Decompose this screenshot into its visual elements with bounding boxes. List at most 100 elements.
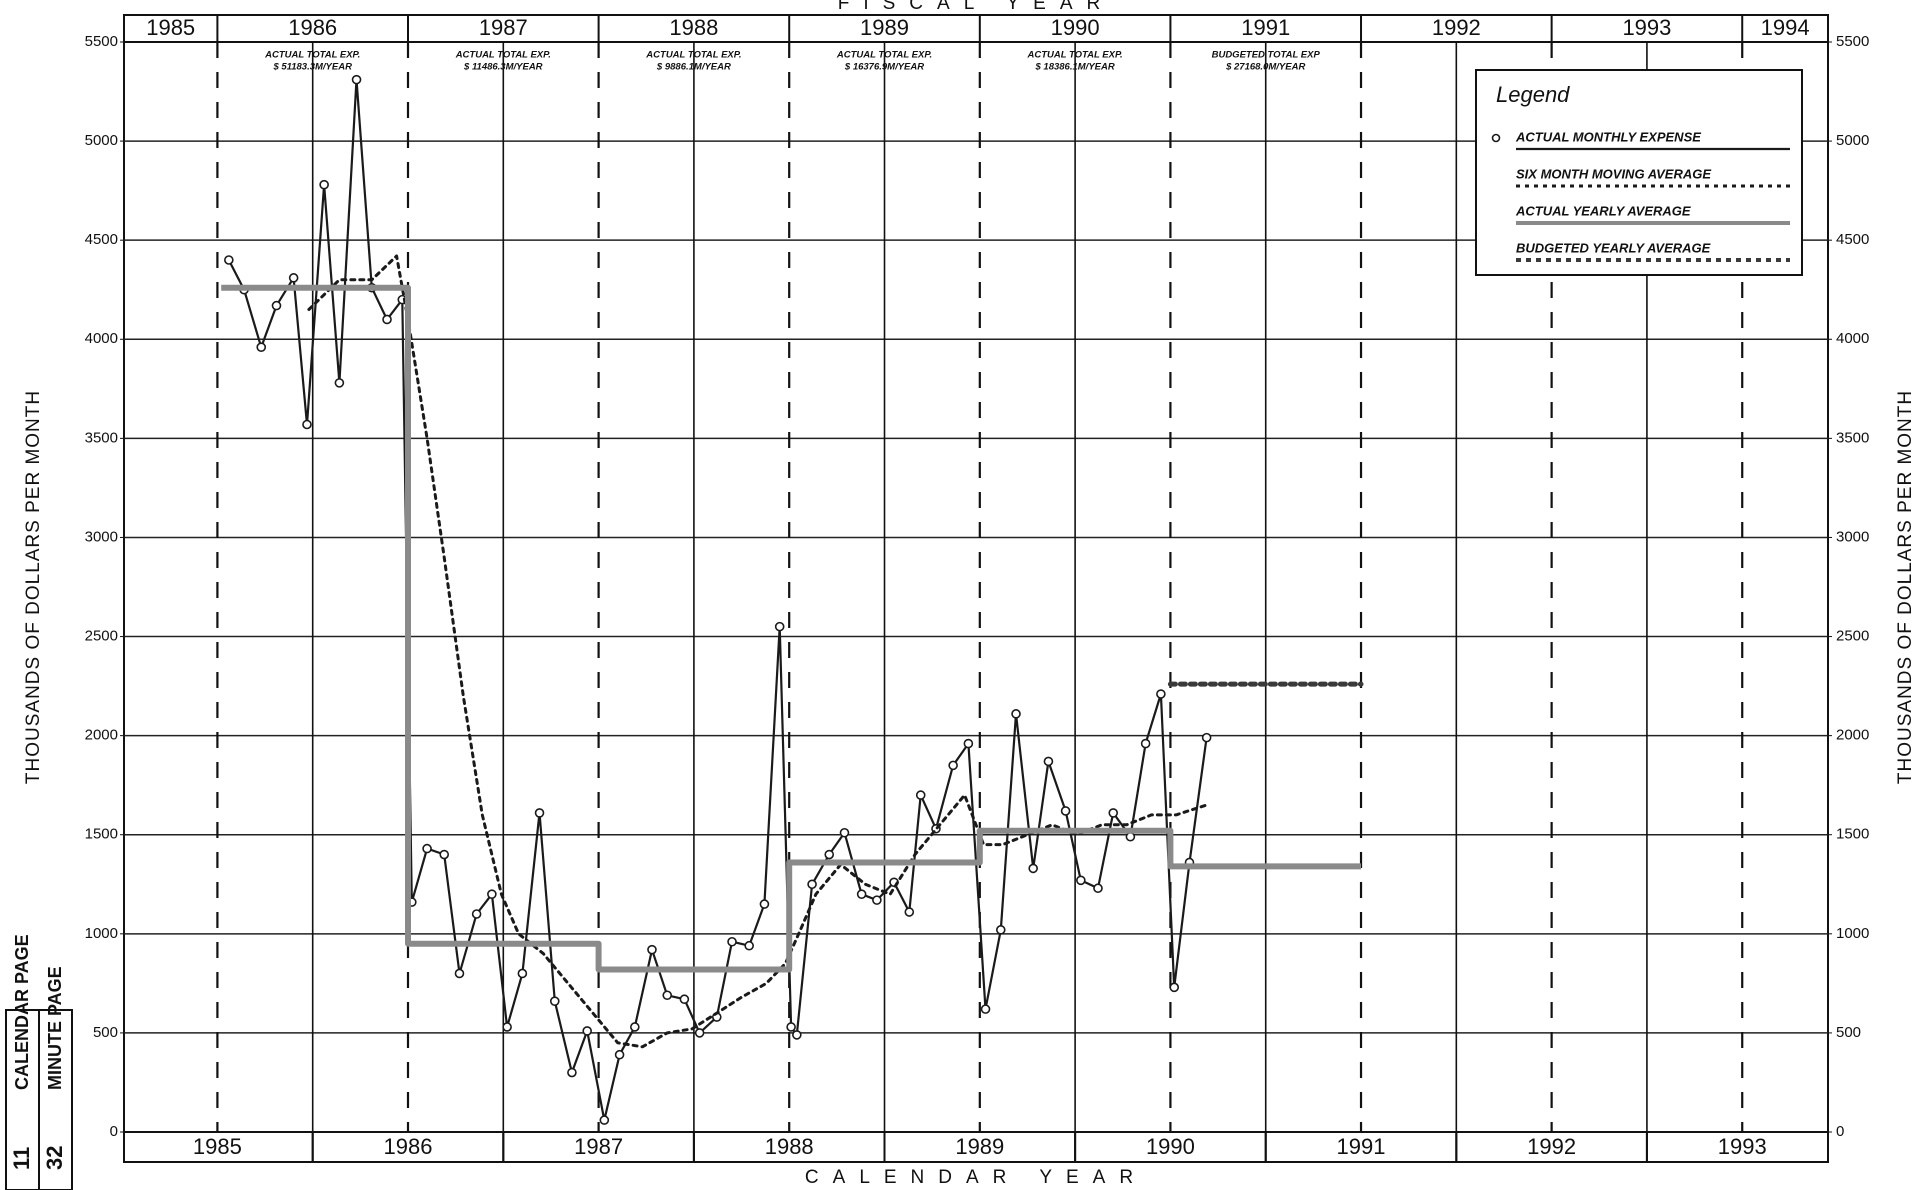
x-tick-label: 1986	[384, 1134, 433, 1159]
y2-tick-label: 1000	[1836, 925, 1869, 942]
y-tick-label: 5500	[85, 33, 118, 50]
y2-axis-title: THOUSANDS OF DOLLARS PER MONTH	[1895, 390, 1916, 784]
legend-title: Legend	[1496, 82, 1570, 107]
y2-tick-label: 5000	[1836, 132, 1869, 149]
data-point	[1169, 982, 1180, 993]
fiscal-note: $ 27168.0M/YEAR	[1225, 62, 1305, 73]
data-point	[630, 1022, 640, 1032]
fiscal-note: $ 11486.3M/YEAR	[463, 62, 543, 73]
fiscal-note: $ 16376.9M/YEAR	[844, 62, 924, 73]
legend-label: ACTUAL YEARLY AVERAGE	[1515, 203, 1691, 218]
y-tick-label: 4500	[85, 231, 118, 248]
fiscal-year-label: 1994	[1761, 15, 1810, 40]
data-point	[679, 994, 690, 1005]
x-tick-label: 1993	[1718, 1134, 1767, 1159]
y2-tick-label: 500	[1836, 1024, 1861, 1041]
fiscal-note: ACTUAL TOTAL EXP.	[1027, 50, 1123, 61]
fiscal-year-label: 1988	[669, 15, 718, 40]
data-point	[502, 1022, 512, 1032]
data-point	[980, 1004, 991, 1014]
fiscal-note: $ 9886.1M/YEAR	[656, 62, 731, 73]
data-point	[549, 996, 560, 1007]
y2-tick-label: 4000	[1836, 330, 1869, 347]
data-point	[647, 944, 657, 955]
data-point	[948, 760, 958, 771]
data-point	[422, 843, 432, 854]
data-point	[872, 895, 882, 905]
data-point	[567, 1067, 577, 1078]
y-tick-label: 500	[93, 1024, 118, 1041]
data-point	[792, 1030, 802, 1040]
y-tick-label: 3500	[85, 429, 118, 446]
fiscal-year-label: 1993	[1622, 15, 1671, 40]
x-axis-title: CALENDAR YEAR	[805, 1167, 1147, 1188]
data-point	[302, 419, 312, 430]
data-point	[534, 808, 545, 818]
data-point	[1043, 756, 1054, 767]
data-point	[1060, 806, 1071, 816]
data-point	[351, 74, 362, 85]
data-point	[727, 936, 737, 947]
x-tick-label: 1988	[765, 1134, 814, 1159]
data-point	[1011, 709, 1021, 719]
x-tick-label: 1991	[1337, 1134, 1386, 1159]
data-point	[454, 968, 465, 979]
data-point	[334, 378, 345, 388]
data-point	[1093, 883, 1103, 894]
fiscal-note: ACTUAL TOTAL EXP.	[264, 50, 360, 61]
y2-tick-label: 5500	[1836, 33, 1869, 50]
stamp-number: 11	[9, 1147, 34, 1170]
y2-tick-label: 2500	[1836, 628, 1869, 645]
data-point	[382, 314, 392, 325]
data-point	[256, 342, 267, 353]
fiscal-year-label: 1985	[146, 15, 195, 40]
fiscal-note: $ 18386.1M/YEAR	[1035, 62, 1115, 73]
data-point	[439, 849, 450, 860]
y2-tick-label: 0	[1836, 1123, 1844, 1140]
stamp-label: CALENDAR PAGE	[12, 934, 32, 1090]
data-point	[995, 925, 1006, 935]
data-point	[915, 790, 926, 800]
data-point	[582, 1026, 592, 1036]
data-point	[1201, 732, 1212, 743]
data-point	[786, 1022, 796, 1032]
data-point	[1140, 738, 1151, 749]
stamp-number: 32	[42, 1146, 67, 1170]
data-point	[224, 255, 234, 265]
stamp-label: MINUTE PAGE	[45, 966, 65, 1090]
x-tick-label: 1992	[1527, 1134, 1576, 1159]
y-axis-title: THOUSANDS OF DOLLARS PER MONTH	[23, 390, 44, 784]
legend-box	[1475, 69, 1803, 276]
y-tick-label: 4000	[85, 330, 118, 347]
data-point	[856, 889, 867, 899]
legend-label: BUDGETED YEARLY AVERAGE	[1516, 240, 1711, 255]
fiscal-note: BUDGETED TOTAL EXP	[1212, 50, 1321, 61]
data-point	[319, 179, 329, 190]
y2-tick-label: 4500	[1836, 231, 1869, 248]
data-point	[1076, 875, 1086, 886]
fiscal-note: ACTUAL TOTAL EXP.	[645, 50, 741, 61]
series-line	[307, 254, 1209, 1049]
data-point	[759, 899, 770, 909]
data-point	[487, 889, 497, 899]
data-point	[963, 738, 974, 749]
fiscal-year-label: 1989	[860, 15, 909, 40]
y-tick-label: 2500	[85, 628, 118, 645]
y-tick-label: 3000	[85, 528, 118, 545]
y-tick-label: 1500	[85, 826, 118, 843]
data-point	[824, 849, 835, 860]
data-point	[694, 1028, 705, 1038]
fiscal-year-label: 1986	[288, 15, 337, 40]
stamp: CALENDAR PAGE 11 MINUTE PAGE 32	[5, 934, 73, 1190]
data-point	[744, 940, 754, 951]
fiscal-year-label: 1987	[479, 15, 528, 40]
data-point	[517, 968, 528, 979]
y-tick-label: 2000	[85, 727, 118, 744]
data-point	[614, 1049, 625, 1060]
chart-title: FISCAL YEAR	[838, 0, 1115, 14]
x-tick-label: 1987	[574, 1134, 623, 1159]
data-point	[1108, 808, 1119, 818]
data-point	[288, 273, 299, 283]
y-tick-label: 5000	[85, 132, 118, 149]
x-tick-label: 1985	[193, 1134, 242, 1159]
